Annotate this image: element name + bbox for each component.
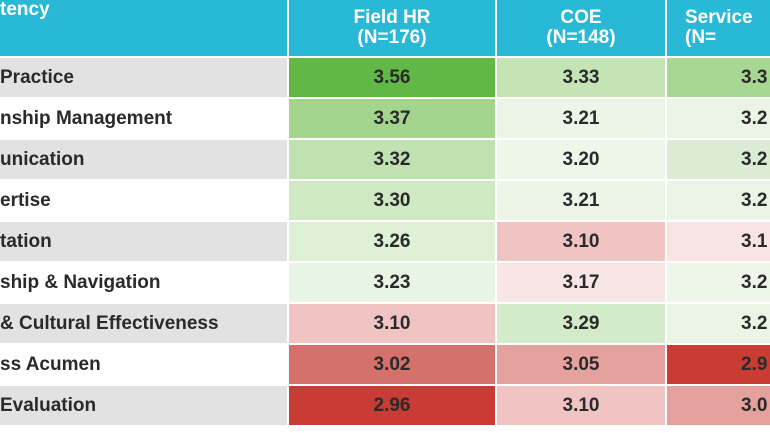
header-cell: tency (0, 0, 289, 58)
score: 3.05 (562, 353, 600, 375)
competency-name: Evaluation (0, 394, 97, 416)
score-cell: 3.29 (497, 304, 667, 345)
score-cell: 3.2 (667, 304, 770, 345)
score: 3.2 (741, 189, 768, 211)
score-cell: 3.21 (497, 181, 667, 222)
score-cell: 3.1 (667, 222, 770, 263)
header-text: (N=148) (546, 27, 616, 48)
score-cell: 3.10 (497, 386, 667, 427)
header-text: COE (560, 7, 602, 28)
header-text: (N= (685, 27, 717, 48)
score: 3.10 (373, 312, 411, 334)
competency-name: Practice (0, 66, 74, 88)
row-label: Practice (0, 58, 289, 99)
competency-name: ship & Navigation (0, 271, 161, 293)
score: 3.29 (562, 312, 600, 334)
score: 3.0 (741, 394, 768, 416)
row-label: & Cultural Effectiveness (0, 304, 289, 345)
score: 3.1 (741, 230, 768, 252)
row-label: Evaluation (0, 386, 289, 427)
score: 3.23 (373, 271, 411, 293)
score: 3.10 (562, 394, 600, 416)
header-text: tency (0, 0, 50, 20)
row-label: ss Acumen (0, 345, 289, 386)
score-cell: 3.2 (667, 140, 770, 181)
score: 3.02 (373, 353, 411, 375)
score: 3.21 (562, 189, 600, 211)
header-cell: Field HR (N=176) (289, 0, 497, 58)
header-cell: COE (N=148) (497, 0, 667, 58)
score: 3.26 (373, 230, 411, 252)
score: 3.30 (373, 189, 411, 211)
score-cell: 3.30 (289, 181, 497, 222)
row-label: unication (0, 140, 289, 181)
header-text: (N=176) (357, 27, 427, 48)
row-label: ertise (0, 181, 289, 222)
score: 3.21 (562, 107, 600, 129)
competency-name: & Cultural Effectiveness (0, 312, 219, 334)
competency-name: ertise (0, 189, 51, 211)
score-cell: 3.2 (667, 263, 770, 304)
score-cell: 3.32 (289, 140, 497, 181)
score-cell: 3.37 (289, 99, 497, 140)
score: 3.37 (373, 107, 411, 129)
score: 3.3 (741, 66, 768, 88)
score: 3.10 (562, 230, 600, 252)
score-cell: 3.3 (667, 58, 770, 99)
row-label: ship & Navigation (0, 263, 289, 304)
score-cell: 3.56 (289, 58, 497, 99)
score: 3.33 (562, 66, 600, 88)
header-text: Field HR (353, 7, 431, 28)
score-cell: 3.33 (497, 58, 667, 99)
score: 2.96 (373, 394, 411, 416)
score: 3.2 (741, 271, 768, 293)
score-cell: 3.20 (497, 140, 667, 181)
score-cell: 3.02 (289, 345, 497, 386)
competency-name: unication (0, 148, 85, 170)
score-cell: 3.26 (289, 222, 497, 263)
row-label: nship Management (0, 99, 289, 140)
row-label: tation (0, 222, 289, 263)
score-cell: 3.17 (497, 263, 667, 304)
score-cell: 2.96 (289, 386, 497, 427)
score-cell: 3.2 (667, 181, 770, 222)
competency-name: ss Acumen (0, 353, 101, 375)
score: 3.2 (741, 148, 768, 170)
header-cell: Service (N= (667, 0, 770, 58)
score-cell: 3.21 (497, 99, 667, 140)
score-cell: 3.23 (289, 263, 497, 304)
score: 3.32 (373, 148, 411, 170)
score-cell: 3.10 (289, 304, 497, 345)
score: 3.20 (562, 148, 600, 170)
header-text: Service (685, 7, 753, 28)
score: 3.2 (741, 107, 768, 129)
score-cell: 2.9 (667, 345, 770, 386)
score-cell: 3.0 (667, 386, 770, 427)
score: 3.56 (373, 66, 411, 88)
competency-name: nship Management (0, 107, 173, 129)
score: 3.2 (741, 312, 768, 334)
score: 2.9 (741, 353, 768, 375)
score-cell: 3.10 (497, 222, 667, 263)
score-cell: 3.2 (667, 99, 770, 140)
score-cell: 3.05 (497, 345, 667, 386)
competency-name: tation (0, 230, 52, 252)
score: 3.17 (562, 271, 600, 293)
